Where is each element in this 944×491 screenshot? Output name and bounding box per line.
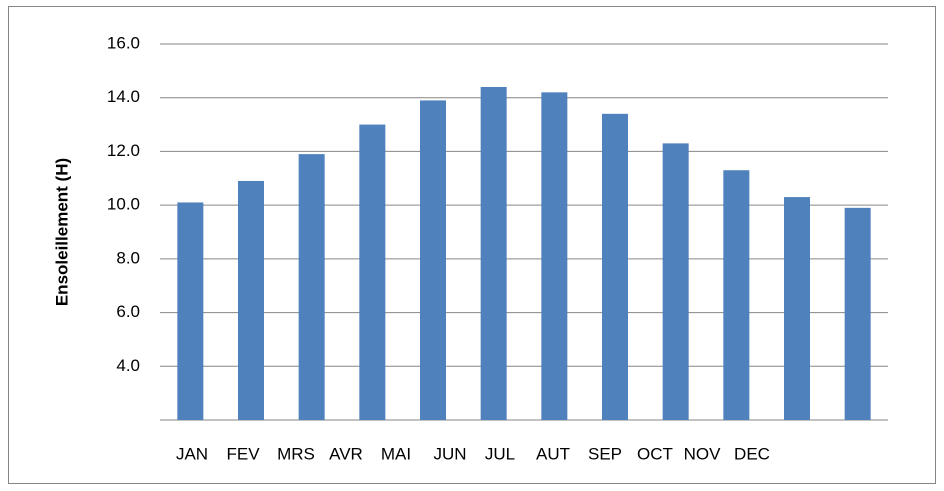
x-tick-label: NOV: [684, 444, 722, 463]
x-tick-label: SEP: [588, 444, 622, 463]
x-tick-label: JUN: [433, 444, 466, 463]
x-tick-label: AVR: [329, 444, 363, 463]
bar: [420, 100, 446, 421]
y-tick-label: 16.0: [107, 33, 140, 52]
bar: [844, 207, 871, 420]
bar: [480, 86, 507, 420]
bar: [238, 180, 264, 420]
bar: [662, 143, 689, 420]
chart-border: [8, 6, 936, 484]
x-tick-label: MRS: [277, 444, 315, 463]
y-tick-label: 8.0: [116, 248, 140, 267]
x-tick-label: OCT: [637, 444, 673, 463]
bar: [177, 202, 204, 420]
bar: [298, 154, 325, 420]
y-tick-label: 10.0: [107, 195, 140, 214]
x-tick-label: JAN: [176, 444, 208, 463]
bar: [602, 113, 628, 420]
x-tick-label: DEC: [734, 444, 770, 463]
y-tick-label: 4.0: [116, 356, 140, 375]
bar: [541, 92, 568, 420]
bar: [359, 124, 386, 421]
bar: [723, 170, 750, 420]
y-tick-label: 14.0: [107, 87, 140, 106]
x-tick-label: FEV: [226, 444, 260, 463]
x-tick-label: AUT: [536, 444, 570, 463]
x-tick-label: MAI: [381, 444, 411, 463]
y-tick-label: 12.0: [107, 141, 140, 160]
x-tick-label: JUL: [485, 444, 515, 463]
y-axis-label: Ensoleillement (H): [52, 158, 71, 306]
y-tick-label: 6.0: [116, 302, 140, 321]
bar: [784, 197, 810, 420]
